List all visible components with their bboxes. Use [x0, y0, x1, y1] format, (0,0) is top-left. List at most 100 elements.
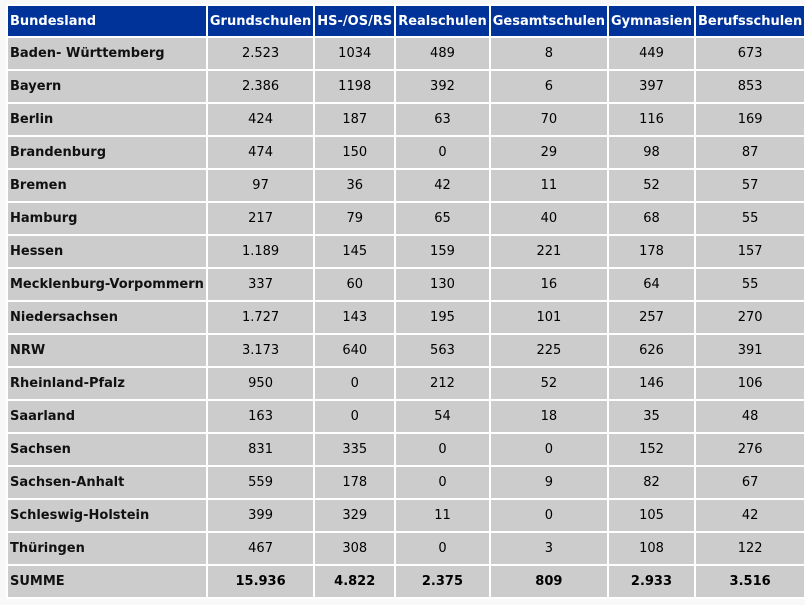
- value-cell: 489: [396, 38, 489, 69]
- value-cell: 0: [396, 467, 489, 498]
- column-header: Grundschulen: [207, 6, 314, 36]
- value-cell: 65: [396, 203, 489, 234]
- state-cell: Brandenburg: [8, 137, 206, 168]
- state-cell: Bayern: [8, 71, 206, 102]
- table-row: Saarland 163 0 54 18 35 48: [8, 401, 805, 432]
- state-cell: Saarland: [8, 401, 206, 432]
- value-cell: 0: [396, 434, 489, 465]
- value-cell: 308: [315, 533, 395, 564]
- state-cell: Sachsen: [8, 434, 206, 465]
- value-cell: 217: [207, 203, 314, 234]
- value-cell: 18: [490, 401, 607, 432]
- table-row: Niedersachsen 1.727 143 195 101 257 270: [8, 302, 805, 333]
- value-cell: 853: [695, 71, 805, 102]
- value-cell: 101: [490, 302, 607, 333]
- state-cell: Mecklenburg-Vorpommern: [8, 269, 206, 300]
- column-header: HS-/OS/RS: [315, 6, 395, 36]
- state-cell: Berlin: [8, 104, 206, 135]
- schools-table: Bundesland Grundschulen HS-/OS/RS Realschul…: [6, 4, 805, 599]
- value-cell: 640: [315, 335, 395, 366]
- value-cell: 157: [695, 236, 805, 267]
- value-cell: 130: [396, 269, 489, 300]
- table-row: Bayern 2.386 1198 392 6 397 853: [8, 71, 805, 102]
- value-cell: 16: [490, 269, 607, 300]
- state-cell: Hamburg: [8, 203, 206, 234]
- value-cell: 54: [396, 401, 489, 432]
- value-cell: 0: [315, 368, 395, 399]
- table-row: Brandenburg 474 150 0 29 98 87: [8, 137, 805, 168]
- value-cell: 0: [315, 401, 395, 432]
- value-cell: 392: [396, 71, 489, 102]
- value-cell: 563: [396, 335, 489, 366]
- column-header: Berufsschulen: [695, 6, 805, 36]
- value-cell: 187: [315, 104, 395, 135]
- state-cell: SUMME: [8, 566, 206, 597]
- table-row: Baden- Württemberg 2.523 1034 489 8 449 673: [8, 38, 805, 69]
- value-cell: 55: [695, 269, 805, 300]
- value-cell: 559: [207, 467, 314, 498]
- value-cell: 212: [396, 368, 489, 399]
- value-cell: 2.523: [207, 38, 314, 69]
- value-cell: 82: [608, 467, 694, 498]
- column-header: Bundesland: [8, 6, 206, 36]
- state-cell: Niedersachsen: [8, 302, 206, 333]
- table-row: Thüringen 467 308 0 3 108 122: [8, 533, 805, 564]
- value-cell: 221: [490, 236, 607, 267]
- value-cell: 105: [608, 500, 694, 531]
- value-cell: 673: [695, 38, 805, 69]
- table-row: Mecklenburg-Vorpommern 337 60 130 16 64 55: [8, 269, 805, 300]
- value-cell: 48: [695, 401, 805, 432]
- value-cell: 55: [695, 203, 805, 234]
- value-cell: 0: [490, 500, 607, 531]
- value-cell: 163: [207, 401, 314, 432]
- value-cell: 40: [490, 203, 607, 234]
- value-cell: 87: [695, 137, 805, 168]
- table-row: NRW 3.173 640 563 225 626 391: [8, 335, 805, 366]
- value-cell: 3: [490, 533, 607, 564]
- table-row: Schleswig-Holstein 399 329 11 0 105 42: [8, 500, 805, 531]
- value-cell: 159: [396, 236, 489, 267]
- value-cell: 467: [207, 533, 314, 564]
- value-cell: 57: [695, 170, 805, 201]
- table-row: Hessen 1.189 145 159 221 178 157: [8, 236, 805, 267]
- value-cell: 145: [315, 236, 395, 267]
- column-header: Gymnasien: [608, 6, 694, 36]
- total-row: SUMME 15.936 4.822 2.375 809 2.933 3.516: [8, 566, 805, 597]
- value-cell: 60: [315, 269, 395, 300]
- value-cell: 9: [490, 467, 607, 498]
- value-cell: 0: [396, 533, 489, 564]
- state-cell: Rheinland-Pfalz: [8, 368, 206, 399]
- value-cell: 449: [608, 38, 694, 69]
- value-cell: 178: [608, 236, 694, 267]
- value-cell: 626: [608, 335, 694, 366]
- value-cell: 42: [695, 500, 805, 531]
- value-cell: 52: [490, 368, 607, 399]
- value-cell: 98: [608, 137, 694, 168]
- value-cell: 329: [315, 500, 395, 531]
- table-row: Berlin 424 187 63 70 116 169: [8, 104, 805, 135]
- table-row: Rheinland-Pfalz 950 0 212 52 146 106: [8, 368, 805, 399]
- value-cell: 29: [490, 137, 607, 168]
- value-cell: 79: [315, 203, 395, 234]
- value-cell: 424: [207, 104, 314, 135]
- value-cell: 35: [608, 401, 694, 432]
- table-row: Sachsen-Anhalt 559 178 0 9 82 67: [8, 467, 805, 498]
- value-cell: 152: [608, 434, 694, 465]
- state-cell: Thüringen: [8, 533, 206, 564]
- value-cell: 391: [695, 335, 805, 366]
- value-cell: 63: [396, 104, 489, 135]
- value-cell: 116: [608, 104, 694, 135]
- value-cell: 4.822: [315, 566, 395, 597]
- value-cell: 67: [695, 467, 805, 498]
- value-cell: 397: [608, 71, 694, 102]
- value-cell: 335: [315, 434, 395, 465]
- value-cell: 108: [608, 533, 694, 564]
- value-cell: 106: [695, 368, 805, 399]
- value-cell: 809: [490, 566, 607, 597]
- value-cell: 1034: [315, 38, 395, 69]
- value-cell: 36: [315, 170, 395, 201]
- value-cell: 68: [608, 203, 694, 234]
- state-cell: Sachsen-Anhalt: [8, 467, 206, 498]
- value-cell: 276: [695, 434, 805, 465]
- table-row: Sachsen 831 335 0 0 152 276: [8, 434, 805, 465]
